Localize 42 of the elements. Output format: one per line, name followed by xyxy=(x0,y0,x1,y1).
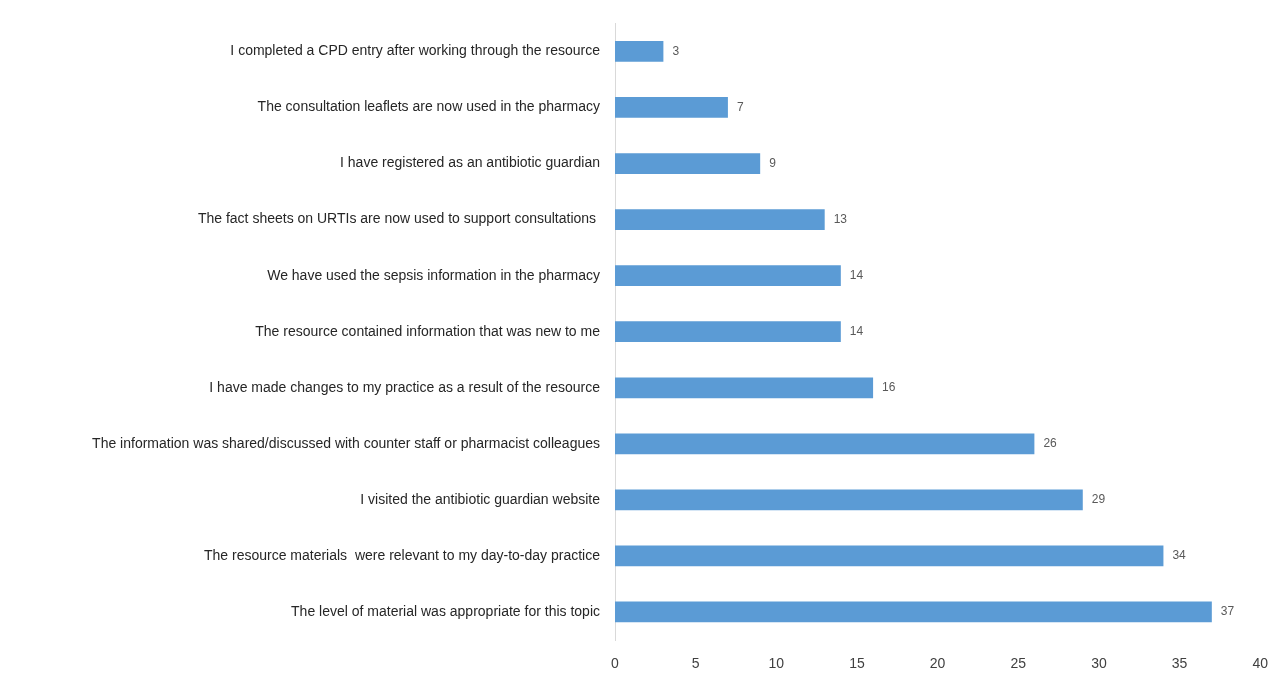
data-label: 7 xyxy=(736,99,744,114)
bar xyxy=(615,489,1083,511)
bar xyxy=(615,545,1164,567)
data-label: 3 xyxy=(672,43,680,58)
x-tick-label: 15 xyxy=(849,655,865,672)
x-tick-label: 20 xyxy=(929,655,946,672)
data-label: 26 xyxy=(1043,436,1058,451)
x-tick-label: 5 xyxy=(691,655,700,672)
data-label: 13 xyxy=(833,211,848,226)
data-label: 9 xyxy=(769,155,777,170)
y-tick-label: The resource contained information that was new to me xyxy=(255,322,601,339)
data-label: 37 xyxy=(1220,604,1235,619)
y-tick-label: The consultation leaflets are now used in the pharmacy xyxy=(257,98,600,115)
y-tick-label: I have registered as an antibiotic guardian xyxy=(340,154,600,171)
x-tick-label: 10 xyxy=(768,655,785,672)
y-tick-label: The resource materials were relevant to my day-to-day practice xyxy=(203,546,601,563)
y-tick-label: The fact sheets on URTIs are now used to support consultations xyxy=(197,210,600,227)
data-label: 34 xyxy=(1172,548,1187,563)
y-tick-label: The level of material was appropriate for this topic xyxy=(291,602,600,619)
bar xyxy=(615,433,1035,455)
bar xyxy=(615,209,825,230)
y-tick-label: I completed a CPD entry after working through the resource xyxy=(230,42,601,59)
bar xyxy=(615,153,761,174)
bar xyxy=(615,97,728,118)
data-label: 14 xyxy=(849,267,864,282)
bar xyxy=(615,377,874,399)
x-tick-label: 40 xyxy=(1252,655,1269,672)
bar xyxy=(615,265,841,287)
data-label: 14 xyxy=(849,324,864,339)
data-label: 29 xyxy=(1091,492,1106,507)
y-tick-label: I have made changes to my practice as a result of the resource xyxy=(209,378,601,395)
x-tick-label: 30 xyxy=(1091,655,1107,672)
bar xyxy=(615,601,1212,623)
y-tick-label: The information was shared/discussed with counter staff or pharmacist colleagues xyxy=(92,434,600,451)
bar xyxy=(615,321,841,343)
bar xyxy=(615,41,664,62)
data-label: 16 xyxy=(882,380,896,395)
x-tick-label: 35 xyxy=(1171,655,1188,672)
x-tick-label: 25 xyxy=(1010,655,1027,672)
y-tick-label: We have used the sepsis information in the pharmacy xyxy=(267,266,600,283)
y-tick-label: I visited the antibiotic guardian website xyxy=(360,490,601,507)
x-tick-label: 0 xyxy=(611,655,620,672)
